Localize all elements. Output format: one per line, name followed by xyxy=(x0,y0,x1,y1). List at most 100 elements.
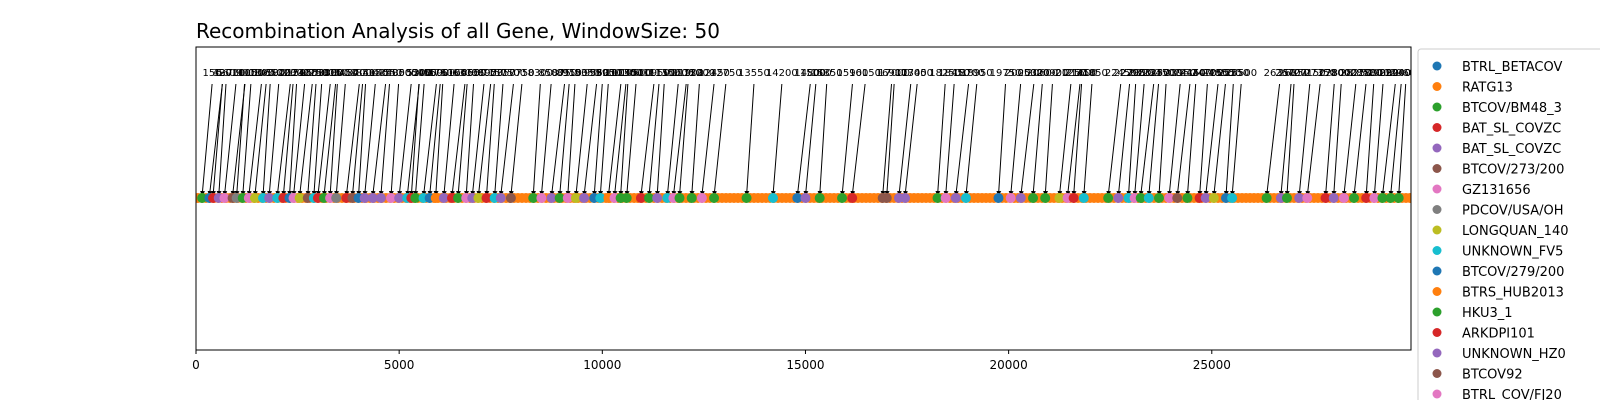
position-label: 13550 xyxy=(738,68,770,79)
recombination-point xyxy=(1227,193,1238,203)
position-label: 27150 xyxy=(1294,68,1326,79)
recombination-point xyxy=(1015,193,1026,203)
recombination-point xyxy=(1294,193,1305,203)
recombination-arrow xyxy=(531,83,541,197)
recombination-arrow xyxy=(884,83,895,197)
recombination-arrow xyxy=(803,83,817,197)
position-label: 900 xyxy=(235,68,254,79)
recombination-arrow xyxy=(1323,83,1335,197)
recombination-arrow xyxy=(903,83,918,197)
recombination-arrow xyxy=(1372,83,1384,197)
recombination-arrow xyxy=(1352,83,1367,197)
recombination-point xyxy=(264,193,275,203)
position-label: 1450 xyxy=(253,68,278,79)
recombination-point xyxy=(1040,193,1051,203)
position-label: 7750 xyxy=(509,68,534,79)
position-label: 560 xyxy=(216,68,235,79)
recombination-arrow xyxy=(1132,83,1145,197)
recombination-arrow xyxy=(963,83,978,197)
position-label: 26850 xyxy=(1278,68,1310,79)
recombination-arrow xyxy=(606,83,622,197)
recombination-arrow xyxy=(378,83,390,197)
recombination-arrow xyxy=(770,83,783,197)
position-label: 24850 xyxy=(1202,68,1234,79)
position-label: 21600 xyxy=(1066,68,1098,79)
recombination-arrow xyxy=(646,83,660,197)
recombination-point xyxy=(1208,193,1219,203)
recombination-arrow xyxy=(305,83,317,197)
position-label: 2150 xyxy=(280,68,305,79)
legend-entry: UNKNOWN_HZ0 xyxy=(1462,347,1566,362)
recombination-arrow xyxy=(476,83,492,197)
recombination-point xyxy=(932,193,943,203)
recombination-point xyxy=(1068,193,1079,203)
recombination-arrow xyxy=(1146,83,1160,197)
position-label: 3850 xyxy=(350,68,375,79)
position-label: 9350 xyxy=(574,68,599,79)
position-label: 6300 xyxy=(452,68,477,79)
recombination-arrow xyxy=(850,83,866,197)
recombination-point xyxy=(554,193,565,203)
legend-marker xyxy=(1432,287,1442,296)
recombination-arrow xyxy=(246,83,262,197)
recombination-arrow xyxy=(677,83,689,197)
position-label: 19750 xyxy=(990,68,1022,79)
position-label: 20600 xyxy=(1026,68,1058,79)
position-label: 1800 xyxy=(266,68,291,79)
recombination-arrow xyxy=(344,83,360,197)
legend-entry: HKU3_1 xyxy=(1462,306,1513,321)
recombination-arrow xyxy=(327,83,338,197)
recombination-point xyxy=(686,193,697,203)
position-label: 3150 xyxy=(323,68,348,79)
recombination-arrow xyxy=(464,83,475,197)
recombination-point xyxy=(331,193,342,203)
recombination-arrow xyxy=(356,83,367,197)
position-label: 20900 xyxy=(1036,68,1068,79)
recombination-point xyxy=(197,193,208,203)
recombination-point xyxy=(505,193,516,203)
position-label: 17450 xyxy=(901,68,933,79)
recombination-point xyxy=(1281,193,1292,203)
recombination-point xyxy=(709,193,720,203)
recombination-point xyxy=(1164,193,1175,203)
recombination-point xyxy=(644,193,655,203)
recombination-point xyxy=(837,193,848,203)
legend-marker xyxy=(1432,369,1442,378)
position-label: 21250 xyxy=(1055,68,1087,79)
recombination-arrow xyxy=(795,83,811,197)
recombination-arrow xyxy=(1185,83,1197,197)
recombination-point xyxy=(814,193,825,203)
position-label: 14200 xyxy=(766,68,798,79)
x-tick-label: 5000 xyxy=(384,358,415,372)
recombination-point xyxy=(495,193,506,203)
recombination-arrow xyxy=(689,83,700,197)
position-label: 15900 xyxy=(837,68,869,79)
position-label: 26350 xyxy=(1264,68,1296,79)
position-label: 25050 xyxy=(1210,68,1242,79)
position-label: 26700 xyxy=(1275,68,1307,79)
position-label: 4350 xyxy=(373,68,398,79)
recombination-arrow xyxy=(1223,83,1234,197)
recombination-arrow xyxy=(260,83,271,197)
recombination-arrow xyxy=(935,83,946,197)
recombination-arrow xyxy=(1167,83,1181,197)
recombination-arrow xyxy=(880,83,893,197)
recombination-point xyxy=(792,193,803,203)
recombination-arrow xyxy=(413,83,425,197)
position-label: 21450 xyxy=(1064,68,1096,79)
recombination-arrow xyxy=(397,83,412,197)
recombination-arrow xyxy=(612,83,627,197)
recombination-arrow xyxy=(896,83,912,197)
position-label: 6650 xyxy=(461,68,486,79)
recombination-arrow xyxy=(216,83,227,197)
recombination-arrow xyxy=(1341,83,1357,197)
legend-marker xyxy=(1432,246,1442,255)
position-label: 8950 xyxy=(556,68,581,79)
position-label: 17300 xyxy=(895,68,927,79)
recombination-point xyxy=(1302,193,1313,203)
position-label: 9800 xyxy=(590,68,615,79)
legend-entry: BTRS_HUB2013 xyxy=(1462,286,1564,301)
recombination-arrow xyxy=(624,83,637,197)
position-label: 18250 xyxy=(929,68,961,79)
recombination-arrow xyxy=(598,83,609,197)
